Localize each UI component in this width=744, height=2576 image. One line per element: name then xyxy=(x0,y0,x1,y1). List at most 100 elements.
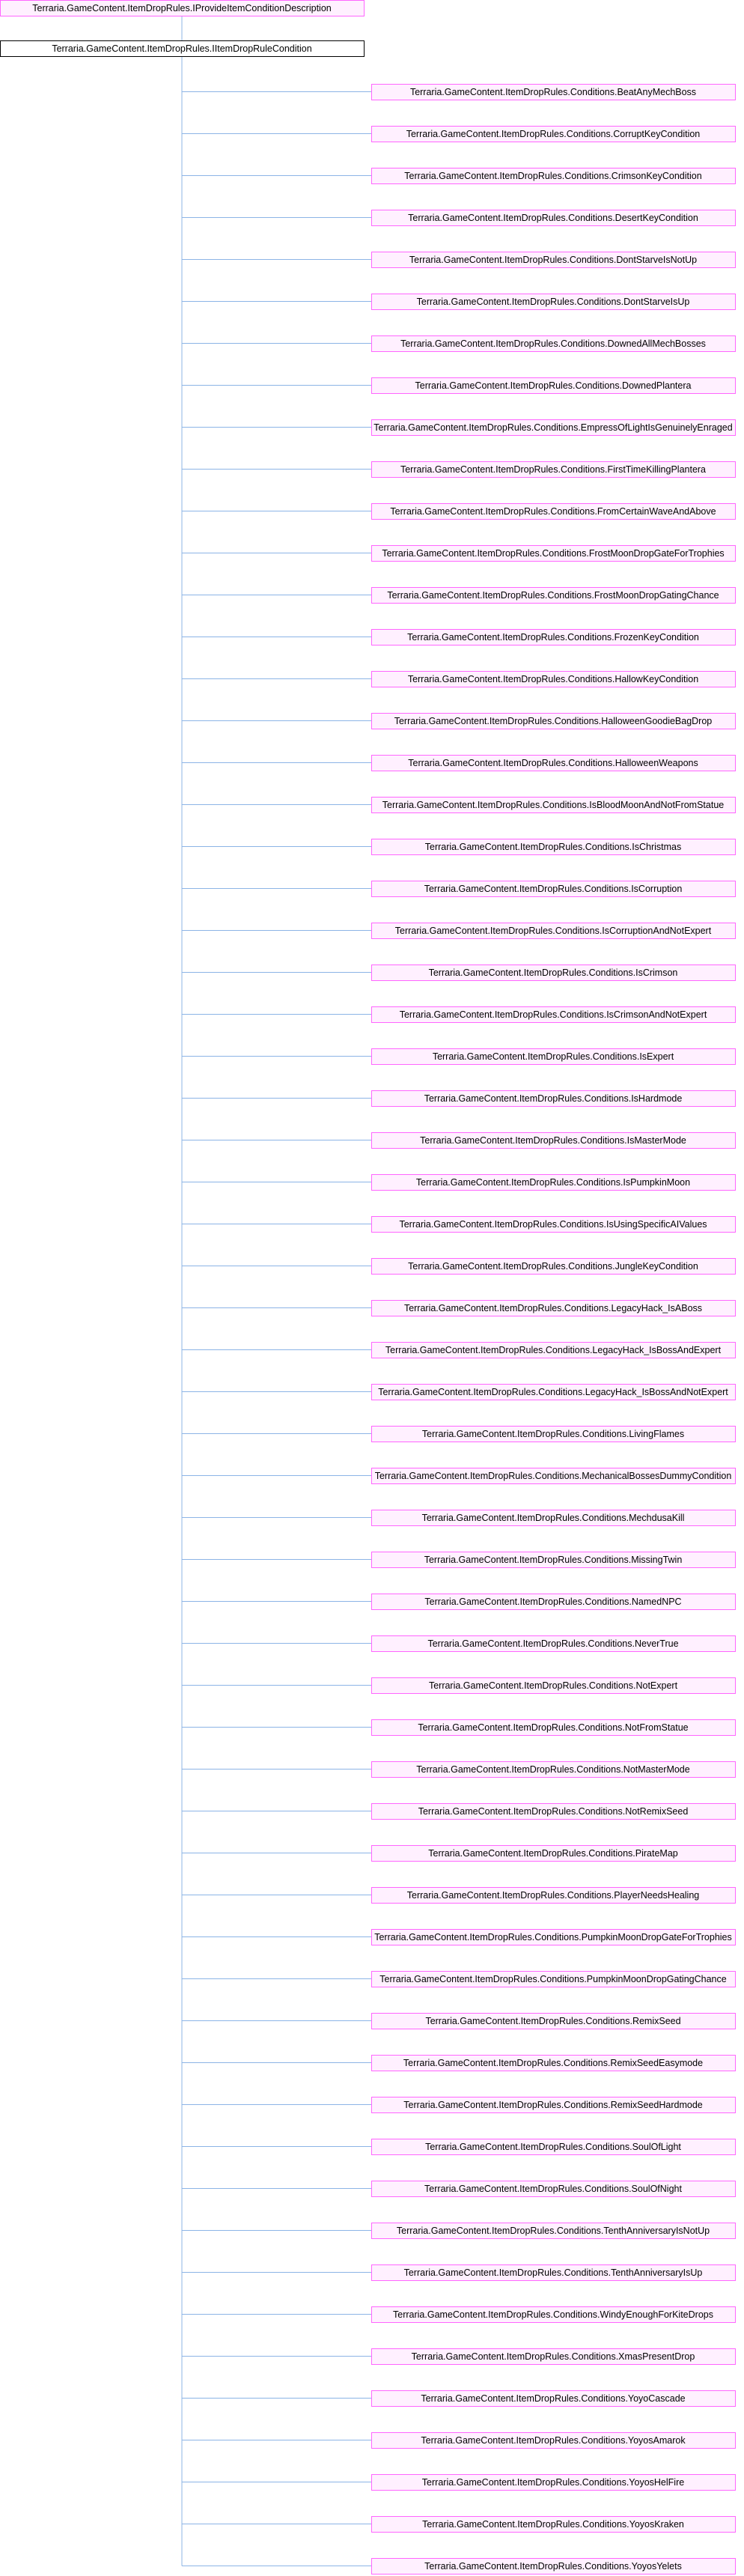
derived-label: Terraria.GameContent.ItemDropRules.Condi… xyxy=(415,380,692,391)
derived-box xyxy=(371,2516,736,2533)
derived-box xyxy=(371,168,736,184)
derived-box xyxy=(371,1677,736,1694)
derived-box xyxy=(371,2097,736,2113)
derived-label: Terraria.GameContent.ItemDropRules.Condi… xyxy=(393,2309,713,2320)
derived-label: Terraria.GameContent.ItemDropRules.Condi… xyxy=(406,129,701,139)
derived-box xyxy=(371,210,736,226)
derived-label: Terraria.GameContent.ItemDropRules.Condi… xyxy=(375,1471,732,1481)
derived-label: Terraria.GameContent.ItemDropRules.Condi… xyxy=(433,1051,674,1062)
derived-label: Terraria.GameContent.ItemDropRules.Condi… xyxy=(379,1974,726,1984)
derived-box xyxy=(371,587,736,604)
derived-box xyxy=(371,1090,736,1107)
derived-label: Terraria.GameContent.ItemDropRules.Condi… xyxy=(424,2184,682,2194)
derived-label: Terraria.GameContent.ItemDropRules.Condi… xyxy=(425,2142,681,2152)
derived-label: Terraria.GameContent.ItemDropRules.Condi… xyxy=(409,255,697,265)
derived-label: Terraria.GameContent.ItemDropRules.Condi… xyxy=(421,2393,685,2404)
base-label: Terraria.GameContent.ItemDropRules.IItem… xyxy=(52,43,311,54)
derived-box xyxy=(371,2558,736,2575)
derived-label: Terraria.GameContent.ItemDropRules.Condi… xyxy=(417,297,690,307)
derived-label: Terraria.GameContent.ItemDropRules.Condi… xyxy=(395,926,712,936)
derived-box xyxy=(371,881,736,897)
derived-label: Terraria.GameContent.ItemDropRules.Condi… xyxy=(429,967,678,978)
derived-label: Terraria.GameContent.ItemDropRules.Condi… xyxy=(429,1680,678,1691)
derived-label: Terraria.GameContent.ItemDropRules.Condi… xyxy=(407,1890,700,1901)
derived-label: Terraria.GameContent.ItemDropRules.Condi… xyxy=(382,548,724,559)
derived-label: Terraria.GameContent.ItemDropRules.Condi… xyxy=(404,2267,703,2278)
derived-label: Terraria.GameContent.ItemDropRules.Condi… xyxy=(400,464,706,475)
derived-box xyxy=(371,1635,736,1652)
derived-box xyxy=(371,1384,736,1400)
derived-box xyxy=(371,1803,736,1820)
derived-label: Terraria.GameContent.ItemDropRules.Condi… xyxy=(408,758,698,768)
derived-box xyxy=(371,2013,736,2029)
derived-box xyxy=(371,294,736,310)
derived-box xyxy=(371,1048,736,1065)
derived-box xyxy=(371,1468,736,1484)
derived-label: Terraria.GameContent.ItemDropRules.Condi… xyxy=(374,1932,732,1942)
derived-label: Terraria.GameContent.ItemDropRules.Condi… xyxy=(387,590,719,601)
derived-label: Terraria.GameContent.ItemDropRules.Condi… xyxy=(422,2519,684,2530)
derived-label: Terraria.GameContent.ItemDropRules.Condi… xyxy=(403,2058,703,2068)
derived-label: Terraria.GameContent.ItemDropRules.Condi… xyxy=(428,1848,678,1859)
derived-label: Terraria.GameContent.ItemDropRules.Condi… xyxy=(422,1513,685,1523)
derived-box xyxy=(371,1006,736,1023)
derived-label: Terraria.GameContent.ItemDropRules.Condi… xyxy=(378,1387,728,1397)
derived-label: Terraria.GameContent.ItemDropRules.Condi… xyxy=(373,422,732,433)
derived-label: Terraria.GameContent.ItemDropRules.Condi… xyxy=(397,2226,710,2236)
derived-box xyxy=(371,1300,736,1316)
derived-box xyxy=(371,797,736,813)
derived-box xyxy=(371,1258,736,1275)
derived-box xyxy=(371,923,736,939)
derived-box xyxy=(371,1132,736,1149)
derived-box xyxy=(371,126,736,142)
derived-label: Terraria.GameContent.ItemDropRules.Condi… xyxy=(400,1009,707,1020)
derived-box xyxy=(371,545,736,562)
derived-box xyxy=(371,377,736,394)
derived-label: Terraria.GameContent.ItemDropRules.Condi… xyxy=(416,1764,689,1775)
derived-label: Terraria.GameContent.ItemDropRules.Condi… xyxy=(404,171,701,181)
derived-box xyxy=(371,2055,736,2071)
derived-box xyxy=(371,1174,736,1191)
derived-box xyxy=(371,713,736,729)
derived-label: Terraria.GameContent.ItemDropRules.Condi… xyxy=(424,1597,681,1607)
derived-box xyxy=(371,1887,736,1904)
derived-box xyxy=(371,1929,736,1945)
interface-box xyxy=(0,0,365,16)
derived-label: Terraria.GameContent.ItemDropRules.Condi… xyxy=(424,1093,683,1104)
derived-label: Terraria.GameContent.ItemDropRules.Condi… xyxy=(427,1638,678,1649)
derived-label: Terraria.GameContent.ItemDropRules.Condi… xyxy=(425,842,682,852)
derived-label: Terraria.GameContent.ItemDropRules.Condi… xyxy=(390,506,716,517)
derived-label: Terraria.GameContent.ItemDropRules.Condi… xyxy=(385,1345,722,1355)
derived-label: Terraria.GameContent.ItemDropRules.Condi… xyxy=(394,716,713,726)
derived-box xyxy=(371,2264,736,2281)
derived-label: Terraria.GameContent.ItemDropRules.Condi… xyxy=(416,1177,690,1188)
derived-box xyxy=(371,2139,736,2155)
base-box xyxy=(0,40,365,57)
derived-label: Terraria.GameContent.ItemDropRules.Condi… xyxy=(408,674,698,684)
derived-label: Terraria.GameContent.ItemDropRules.Condi… xyxy=(420,1135,686,1146)
derived-label: Terraria.GameContent.ItemDropRules.Condi… xyxy=(408,1261,698,1272)
derived-box xyxy=(371,1719,736,1736)
derived-label: Terraria.GameContent.ItemDropRules.Condi… xyxy=(403,2100,703,2110)
derived-box xyxy=(371,335,736,352)
derived-label: Terraria.GameContent.ItemDropRules.Condi… xyxy=(422,1429,684,1439)
derived-box xyxy=(371,2390,736,2407)
derived-box xyxy=(371,629,736,645)
derived-label: Terraria.GameContent.ItemDropRules.Condi… xyxy=(421,2435,686,2446)
derived-box xyxy=(371,1426,736,1442)
derived-label: Terraria.GameContent.ItemDropRules.Condi… xyxy=(412,2351,695,2362)
derived-box xyxy=(371,1552,736,1568)
derived-label: Terraria.GameContent.ItemDropRules.Condi… xyxy=(400,338,706,349)
derived-box xyxy=(371,1971,736,1987)
derived-box xyxy=(371,503,736,520)
derived-label: Terraria.GameContent.ItemDropRules.Condi… xyxy=(410,87,696,97)
derived-box xyxy=(371,1510,736,1526)
derived-box xyxy=(371,965,736,981)
derived-label: Terraria.GameContent.ItemDropRules.Condi… xyxy=(407,632,699,643)
derived-label: Terraria.GameContent.ItemDropRules.Condi… xyxy=(418,1806,689,1817)
derived-box xyxy=(371,1342,736,1358)
derived-box xyxy=(371,419,736,436)
derived-label: Terraria.GameContent.ItemDropRules.Condi… xyxy=(424,1555,683,1565)
derived-box xyxy=(371,2474,736,2491)
